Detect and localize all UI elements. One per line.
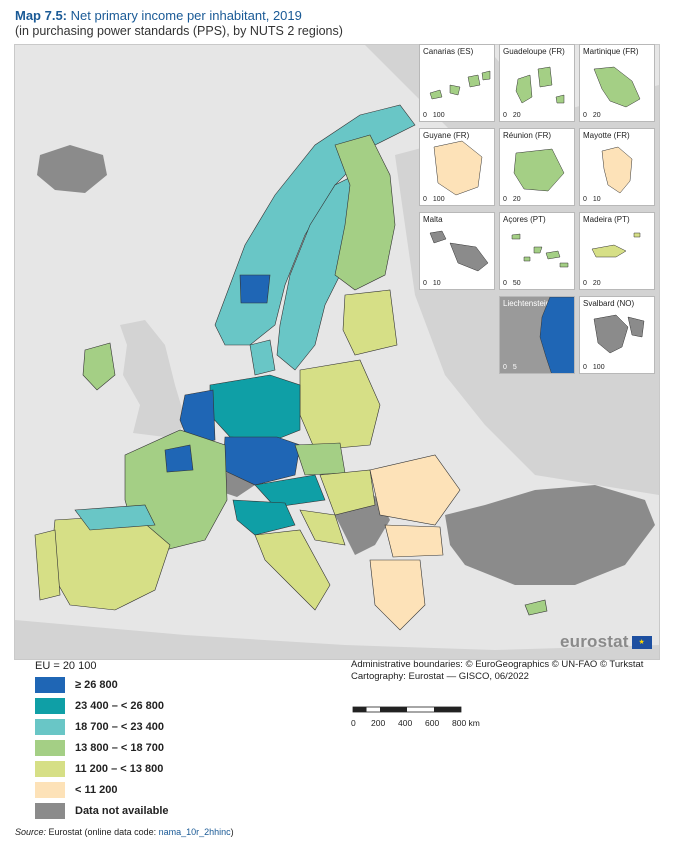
inset-scale: 0 20 <box>503 112 521 119</box>
finland-region <box>334 134 396 291</box>
map-legend: EU = 20 100 ≥ 26 800 23 400 – < 26 800 1… <box>35 660 169 821</box>
czechia-region <box>294 442 346 476</box>
italy-north-region <box>232 499 296 536</box>
inset-label: Guadeloupe (FR) <box>503 47 565 56</box>
legend-item: 18 700 – < 23 400 <box>35 716 169 737</box>
legend-swatch <box>35 760 65 777</box>
legend-item: 13 800 – < 18 700 <box>35 737 169 758</box>
inset-scale: 0 20 <box>583 280 601 287</box>
credits-boundaries: Administrative boundaries: © EuroGeograp… <box>351 659 644 670</box>
oslo-region <box>239 274 271 304</box>
inset-label: Madeira (PT) <box>583 215 630 224</box>
cyprus-region <box>524 599 548 616</box>
inset-label: Svalbard (NO) <box>583 299 635 308</box>
italy-south-region <box>254 529 331 611</box>
north-africa-land <box>15 620 659 659</box>
paris-region <box>164 444 194 473</box>
scale-tick-label: 600 <box>425 718 440 728</box>
eurostat-wordmark: eurostat <box>560 632 629 651</box>
spain-region <box>49 514 171 611</box>
inset-scale: 0 10 <box>423 280 441 287</box>
inset-maps: Canarias (ES) 0 100 Guadeloupe (FR) 0 20 M… <box>419 44 656 374</box>
scale-tick-label: 400 <box>398 718 413 728</box>
legend-item: 11 200 – < 13 800 <box>35 758 169 779</box>
map-title-text: Net primary income per inhabitant, 2019 <box>70 8 302 23</box>
inset-madeira: Madeira (PT) 0 20 <box>579 212 655 290</box>
source-data-code-link[interactable]: nama_10r_2hhinc <box>158 827 231 837</box>
legend-swatch <box>35 676 65 693</box>
inset-canarias: Canarias (ES) 0 100 <box>419 44 495 122</box>
romania-region <box>369 454 461 526</box>
inset-scale: 0 20 <box>583 112 601 119</box>
legend-swatch <box>35 697 65 714</box>
inset-label: Canarias (ES) <box>423 47 474 56</box>
inset-svalbard: Svalbard (NO) 0 100 <box>579 296 655 374</box>
scale-tick-label: 800 km <box>452 718 480 728</box>
scale-tick-label: 200 <box>371 718 386 728</box>
austria-region <box>254 474 326 508</box>
legend-item: < 11 200 <box>35 779 169 800</box>
legend-item: 23 400 – < 26 800 <box>35 695 169 716</box>
eu-average-label: EU = 20 100 <box>35 660 97 672</box>
inset-label: Martinique (FR) <box>583 47 639 56</box>
inset-label: Mayotte (FR) <box>583 131 630 140</box>
legend-swatch <box>35 718 65 735</box>
inset-label: Réunion (FR) <box>503 131 552 140</box>
legend-swatch <box>35 781 65 798</box>
inset-mayotte: Mayotte (FR) 0 10 <box>579 128 655 206</box>
map-number: Map 7.5: <box>15 8 68 23</box>
inset-guyane: Guyane (FR) 0 100 <box>419 128 495 206</box>
source-close: ) <box>230 827 234 837</box>
map-title-block: Map 7.5: Net primary income per inhabita… <box>15 8 655 39</box>
bulgaria-region <box>384 524 444 558</box>
inset-scale: 0 10 <box>583 196 601 203</box>
legend-swatch <box>35 739 65 756</box>
iceland-grey <box>37 145 107 193</box>
turkey-grey <box>445 485 655 585</box>
inset-scale: 0 100 <box>423 196 445 203</box>
inset-reunion: Réunion (FR) 0 20 <box>499 128 575 206</box>
poland-region <box>299 359 381 451</box>
eurostat-logo: eurostat ★ <box>560 632 652 652</box>
inset-label: Liechtenstein <box>503 299 551 308</box>
inset-scale: 0 50 <box>503 280 521 287</box>
map-title: Map 7.5: Net primary income per inhabita… <box>15 8 655 24</box>
inset-acores: Açores (PT) 0 50 <box>499 212 575 290</box>
inset-label: Açores (PT) <box>503 215 546 224</box>
scale-labels: 0 200 400 600 800 km <box>351 718 502 730</box>
source-text: Eurostat (online data code: <box>46 827 159 837</box>
eu-flag-icon: ★ <box>631 635 652 649</box>
inset-guadeloupe: Guadeloupe (FR) 0 20 <box>499 44 575 122</box>
inset-scale: 0 100 <box>423 112 445 119</box>
hungary-region <box>319 469 376 516</box>
inset-scale: 0 20 <box>503 196 521 203</box>
map-credits: Administrative boundaries: © EuroGeograp… <box>351 659 643 683</box>
inset-label: Guyane (FR) <box>423 131 470 140</box>
legend-swatch <box>35 802 65 819</box>
spain-north-region <box>74 504 156 531</box>
baltics-region <box>342 289 398 356</box>
source-label: Source: <box>15 827 47 837</box>
scale-bar: 0 200 400 600 800 km <box>351 704 492 728</box>
scale-tick-label: 0 <box>351 718 356 728</box>
croatia-region <box>299 509 346 546</box>
map-subtitle: (in purchasing power standards (PPS), by… <box>15 24 343 38</box>
inset-martinique: Martinique (FR) 0 20 <box>579 44 655 122</box>
inset-scale: 0 100 <box>583 364 605 371</box>
denmark-region <box>249 339 276 376</box>
greece-region <box>369 559 426 631</box>
portugal-region <box>34 529 61 601</box>
inset-label: Malta <box>423 215 443 224</box>
source-note: Source: Eurostat (online data code: nama… <box>15 827 234 837</box>
legend-item: Data not available <box>35 800 169 821</box>
legend-item: ≥ 26 800 <box>35 674 169 695</box>
scale-bar-graphic <box>352 706 462 713</box>
ireland-region <box>82 342 116 391</box>
credits-cartography: Cartography: Eurostat — GISCO, 06/2022 <box>351 671 529 682</box>
germany-north-region <box>209 374 301 441</box>
uk-land <box>120 320 187 437</box>
inset-malta: Malta 0 10 <box>419 212 495 290</box>
